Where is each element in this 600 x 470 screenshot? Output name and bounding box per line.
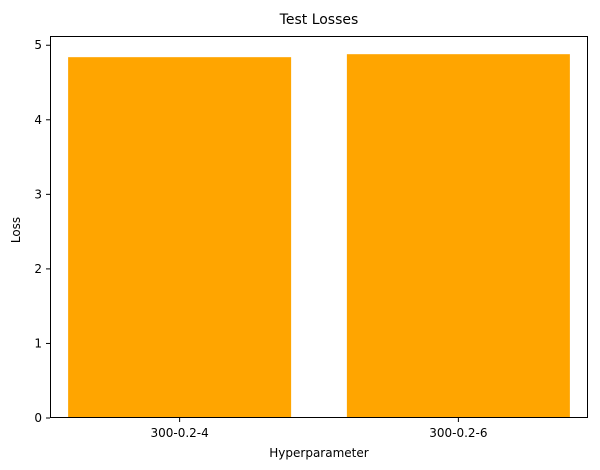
plot-area-frame [50,36,588,418]
y-tick-label: 3 [34,187,42,201]
y-tick-label: 1 [34,336,42,350]
y-tick-label: 4 [34,113,42,127]
y-tick-label: 0 [34,411,42,425]
x-tick-label: 300-0.2-4 [150,426,208,440]
chart-title: Test Losses [279,12,359,28]
y-axis-ticks: 0 1 2 3 4 5 [34,38,50,425]
y-axis-label: Loss [9,217,23,243]
y-tick-label: 2 [34,262,42,276]
bars-group [68,54,570,419]
bar-300-0.2-4 [68,57,292,419]
bar-300-0.2-6 [346,54,570,418]
x-tick-label: 300-0.2-6 [429,426,487,440]
y-tick-label: 5 [34,38,42,52]
x-axis-label: Hyperparameter [269,446,368,460]
x-axis-ticks: 300-0.2-4 300-0.2-6 [150,418,488,440]
